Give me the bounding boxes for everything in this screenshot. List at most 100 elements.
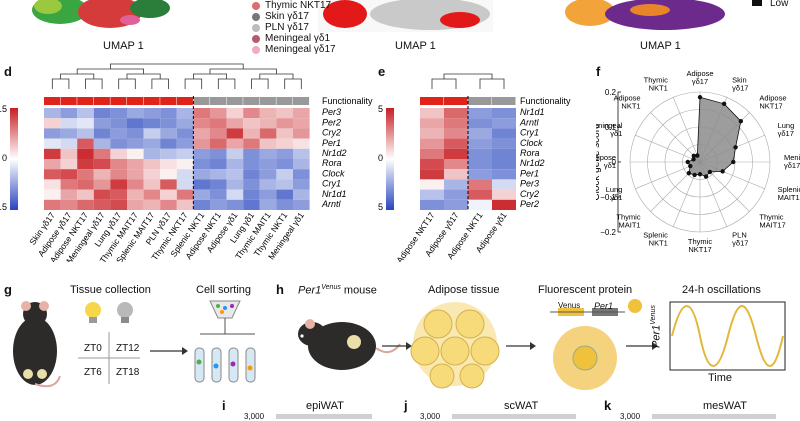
heatmap-cell <box>243 138 260 149</box>
heatmap-cell <box>160 138 177 149</box>
heatmap-cell <box>143 128 161 139</box>
radar-category-label: Lung γδ1 <box>606 185 623 202</box>
heatmap-cell <box>127 148 144 159</box>
radar-area <box>687 96 742 178</box>
adipose-tissue-icon <box>410 302 500 389</box>
radar-spoke <box>650 112 701 163</box>
heatmap-cell <box>276 179 293 190</box>
radar-category-label: Adipose NKT1 <box>613 94 640 111</box>
zt-label-6: ZT6 <box>84 367 102 378</box>
umap-legend: Thymic NKT17 Skin γδ17 PLN γδ17 Meningeal γ… <box>252 0 336 55</box>
radar-category-label: Adipose γδ17 <box>686 69 713 86</box>
heatmap-cell <box>468 189 492 200</box>
dendrogram-branch <box>118 78 136 89</box>
gene-label: Rora <box>520 148 540 158</box>
functionality-cell <box>93 97 110 105</box>
oscillation-frame <box>669 301 786 371</box>
heatmap-cell <box>127 199 144 210</box>
heatmap-cell <box>93 179 111 190</box>
heatmap-cell <box>127 179 144 190</box>
heatmap-cell <box>44 179 61 190</box>
adipose-tissue-label: Adipose tissue <box>428 284 500 296</box>
gene-label: Clock <box>520 138 543 148</box>
heatmap-cell <box>60 189 78 200</box>
heatmap-cell <box>77 108 94 119</box>
heatmap-cell <box>420 169 444 180</box>
fluorescent-protein-label: Fluorescent protein <box>538 284 633 296</box>
arrow-right-icon <box>652 342 658 350</box>
legend-label: Meningeal γδ17 <box>265 44 336 55</box>
heatmap-cell <box>210 128 227 139</box>
heatmap-cell <box>276 108 293 119</box>
heatmap-cell <box>226 199 244 210</box>
radar-point <box>697 172 703 177</box>
dark-bulb-icon <box>117 302 133 323</box>
heatmap-cell <box>259 148 277 159</box>
dendrogram-branch <box>151 78 169 89</box>
heatmap-cell <box>276 169 293 180</box>
radar-point <box>720 169 725 174</box>
radar-point <box>733 145 738 150</box>
umap-cluster <box>440 12 480 28</box>
heatmap-cell <box>210 118 227 129</box>
gene-label: Nr1d1 <box>520 107 545 117</box>
heatmap-cell <box>44 108 61 119</box>
heatmap-cell <box>444 169 468 180</box>
functionality-cell <box>444 97 468 105</box>
radar-point <box>707 169 713 175</box>
gene-label: Nr1d2 <box>322 148 347 158</box>
radar-point <box>738 118 744 124</box>
zt-label-0: ZT0 <box>84 343 102 354</box>
gene-label: Nr1d2 <box>520 158 545 168</box>
heatmap-cell <box>468 199 492 210</box>
radar-point <box>688 163 693 169</box>
radar-spoke <box>672 97 701 163</box>
radar-tick-label: −0.1 <box>600 193 616 202</box>
heatmap-cell <box>143 169 161 180</box>
dendrogram-branch <box>51 78 70 89</box>
heatmap-cell <box>60 179 78 190</box>
heatmap-cell <box>110 128 127 139</box>
colorbar-tick: −1.5 <box>378 202 383 212</box>
heatmap-cell <box>293 199 310 210</box>
heatmap-cell <box>492 179 516 190</box>
heatmap-cell <box>60 159 78 170</box>
heatmap-cell <box>44 189 61 200</box>
panel-j-bar <box>452 414 576 419</box>
heatmap-cell <box>243 179 260 190</box>
heatmap-cell <box>176 179 194 190</box>
functionality-cell <box>259 97 276 105</box>
legend-dot-icon <box>252 45 260 54</box>
heatmap-cell <box>444 199 468 210</box>
heatmap-cell <box>420 128 444 139</box>
heatmap-cell <box>492 108 516 119</box>
gene-label: Per3 <box>322 107 341 117</box>
gene-label: Cry1 <box>520 128 539 138</box>
functionality-cell <box>243 97 260 105</box>
heatmap-cell <box>193 118 210 129</box>
functionality-cell <box>127 97 144 105</box>
umap-axis-label-3: UMAP 1 <box>640 40 681 52</box>
panel-j-title: scWAT <box>504 400 539 412</box>
gene-label: Cry2 <box>520 189 539 199</box>
umap-cluster <box>323 0 367 28</box>
heatmap-cell <box>160 189 177 200</box>
radar-category-label: Thymic NKT1 <box>644 75 668 92</box>
heatmap-cell <box>176 159 194 170</box>
panel-i-title: epiWAT <box>306 400 344 412</box>
heatmap-cell <box>60 118 78 129</box>
heatmap-cell <box>60 138 78 149</box>
heatmap-cell <box>143 108 161 119</box>
radar-category-label: Thymic MAIT17 <box>759 212 785 229</box>
legend-item: Meningeal γδ17 <box>252 44 336 55</box>
heatmap-cell <box>44 169 61 180</box>
panel-j-tick: 3,000 <box>420 412 441 421</box>
heatmap-cell <box>444 148 468 159</box>
heatmap-cell <box>60 199 78 210</box>
legend-dot-icon <box>252 12 260 21</box>
legend-label: Skin γδ17 <box>265 11 309 22</box>
gene-label: Clock <box>322 168 345 178</box>
heatmap-cell <box>77 118 94 129</box>
heatmap-cell <box>492 199 516 210</box>
